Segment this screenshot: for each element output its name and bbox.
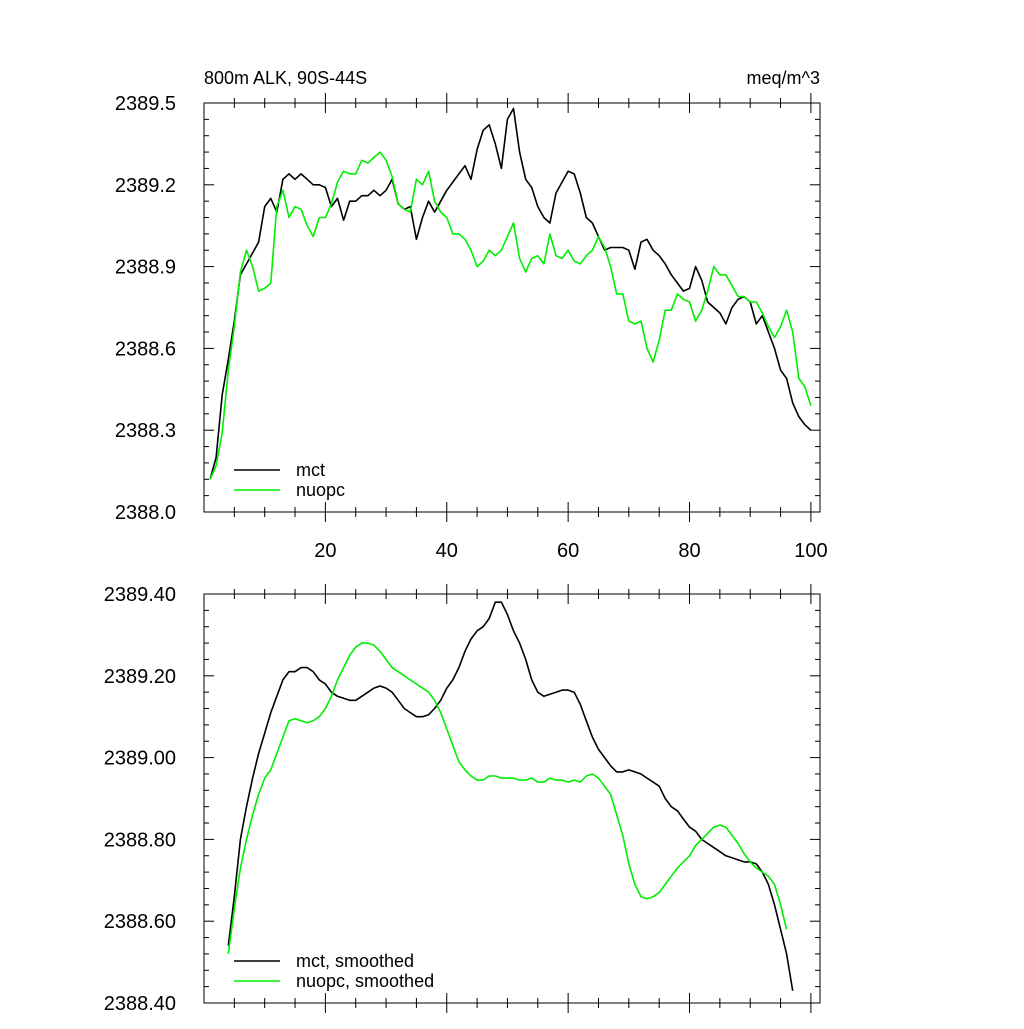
y-tick-label: 2388.3 [115, 420, 176, 442]
bottom-panel: 2388.40 2388.60 2388.80 2389.00 2389.20 2389.… [104, 584, 821, 1015]
legend-label: nuopc [296, 480, 345, 500]
series-line-mct [209, 107, 812, 480]
y-tick-label: 2388.9 [115, 257, 176, 279]
plot-frame [203, 102, 821, 513]
series-line-nuopc-smoothed [227, 642, 788, 955]
y-tick-label: 2389.00 [104, 748, 176, 770]
y-tick-label: 2389.40 [104, 584, 176, 606]
y-tick-label: 2388.40 [104, 993, 176, 1015]
x-tick-label: 100 [794, 540, 827, 562]
x-tick-label: 20 [314, 540, 336, 562]
x-tick-label: 60 [557, 540, 579, 562]
series-line-mct-smoothed [227, 601, 794, 991]
top-panel: 800m ALK, 90S-44S meq/m^3 20 40 60 80 100 238… [115, 68, 828, 562]
plot-frame [203, 593, 821, 1004]
y-tick-label: 2388.80 [104, 829, 176, 851]
y-tick-label: 2388.6 [115, 338, 176, 360]
x-tick-label: 40 [436, 540, 458, 562]
y-tick-label: 2389.20 [104, 666, 176, 688]
y-tick-label: 2388.0 [115, 502, 176, 524]
series-line-nuopc [209, 151, 812, 480]
chart-title: 800m ALK, 90S-44S [204, 68, 367, 88]
y-tick-label: 2388.60 [104, 911, 176, 933]
legend-label: mct, smoothed [296, 951, 414, 971]
y-tick-label: 2389.5 [115, 93, 176, 115]
x-tick-label: 80 [678, 540, 700, 562]
legend-label: nuopc, smoothed [296, 971, 434, 991]
y-tick-label: 2389.2 [115, 175, 176, 197]
units-label: meq/m^3 [747, 68, 820, 88]
legend-label: mct [296, 460, 325, 480]
